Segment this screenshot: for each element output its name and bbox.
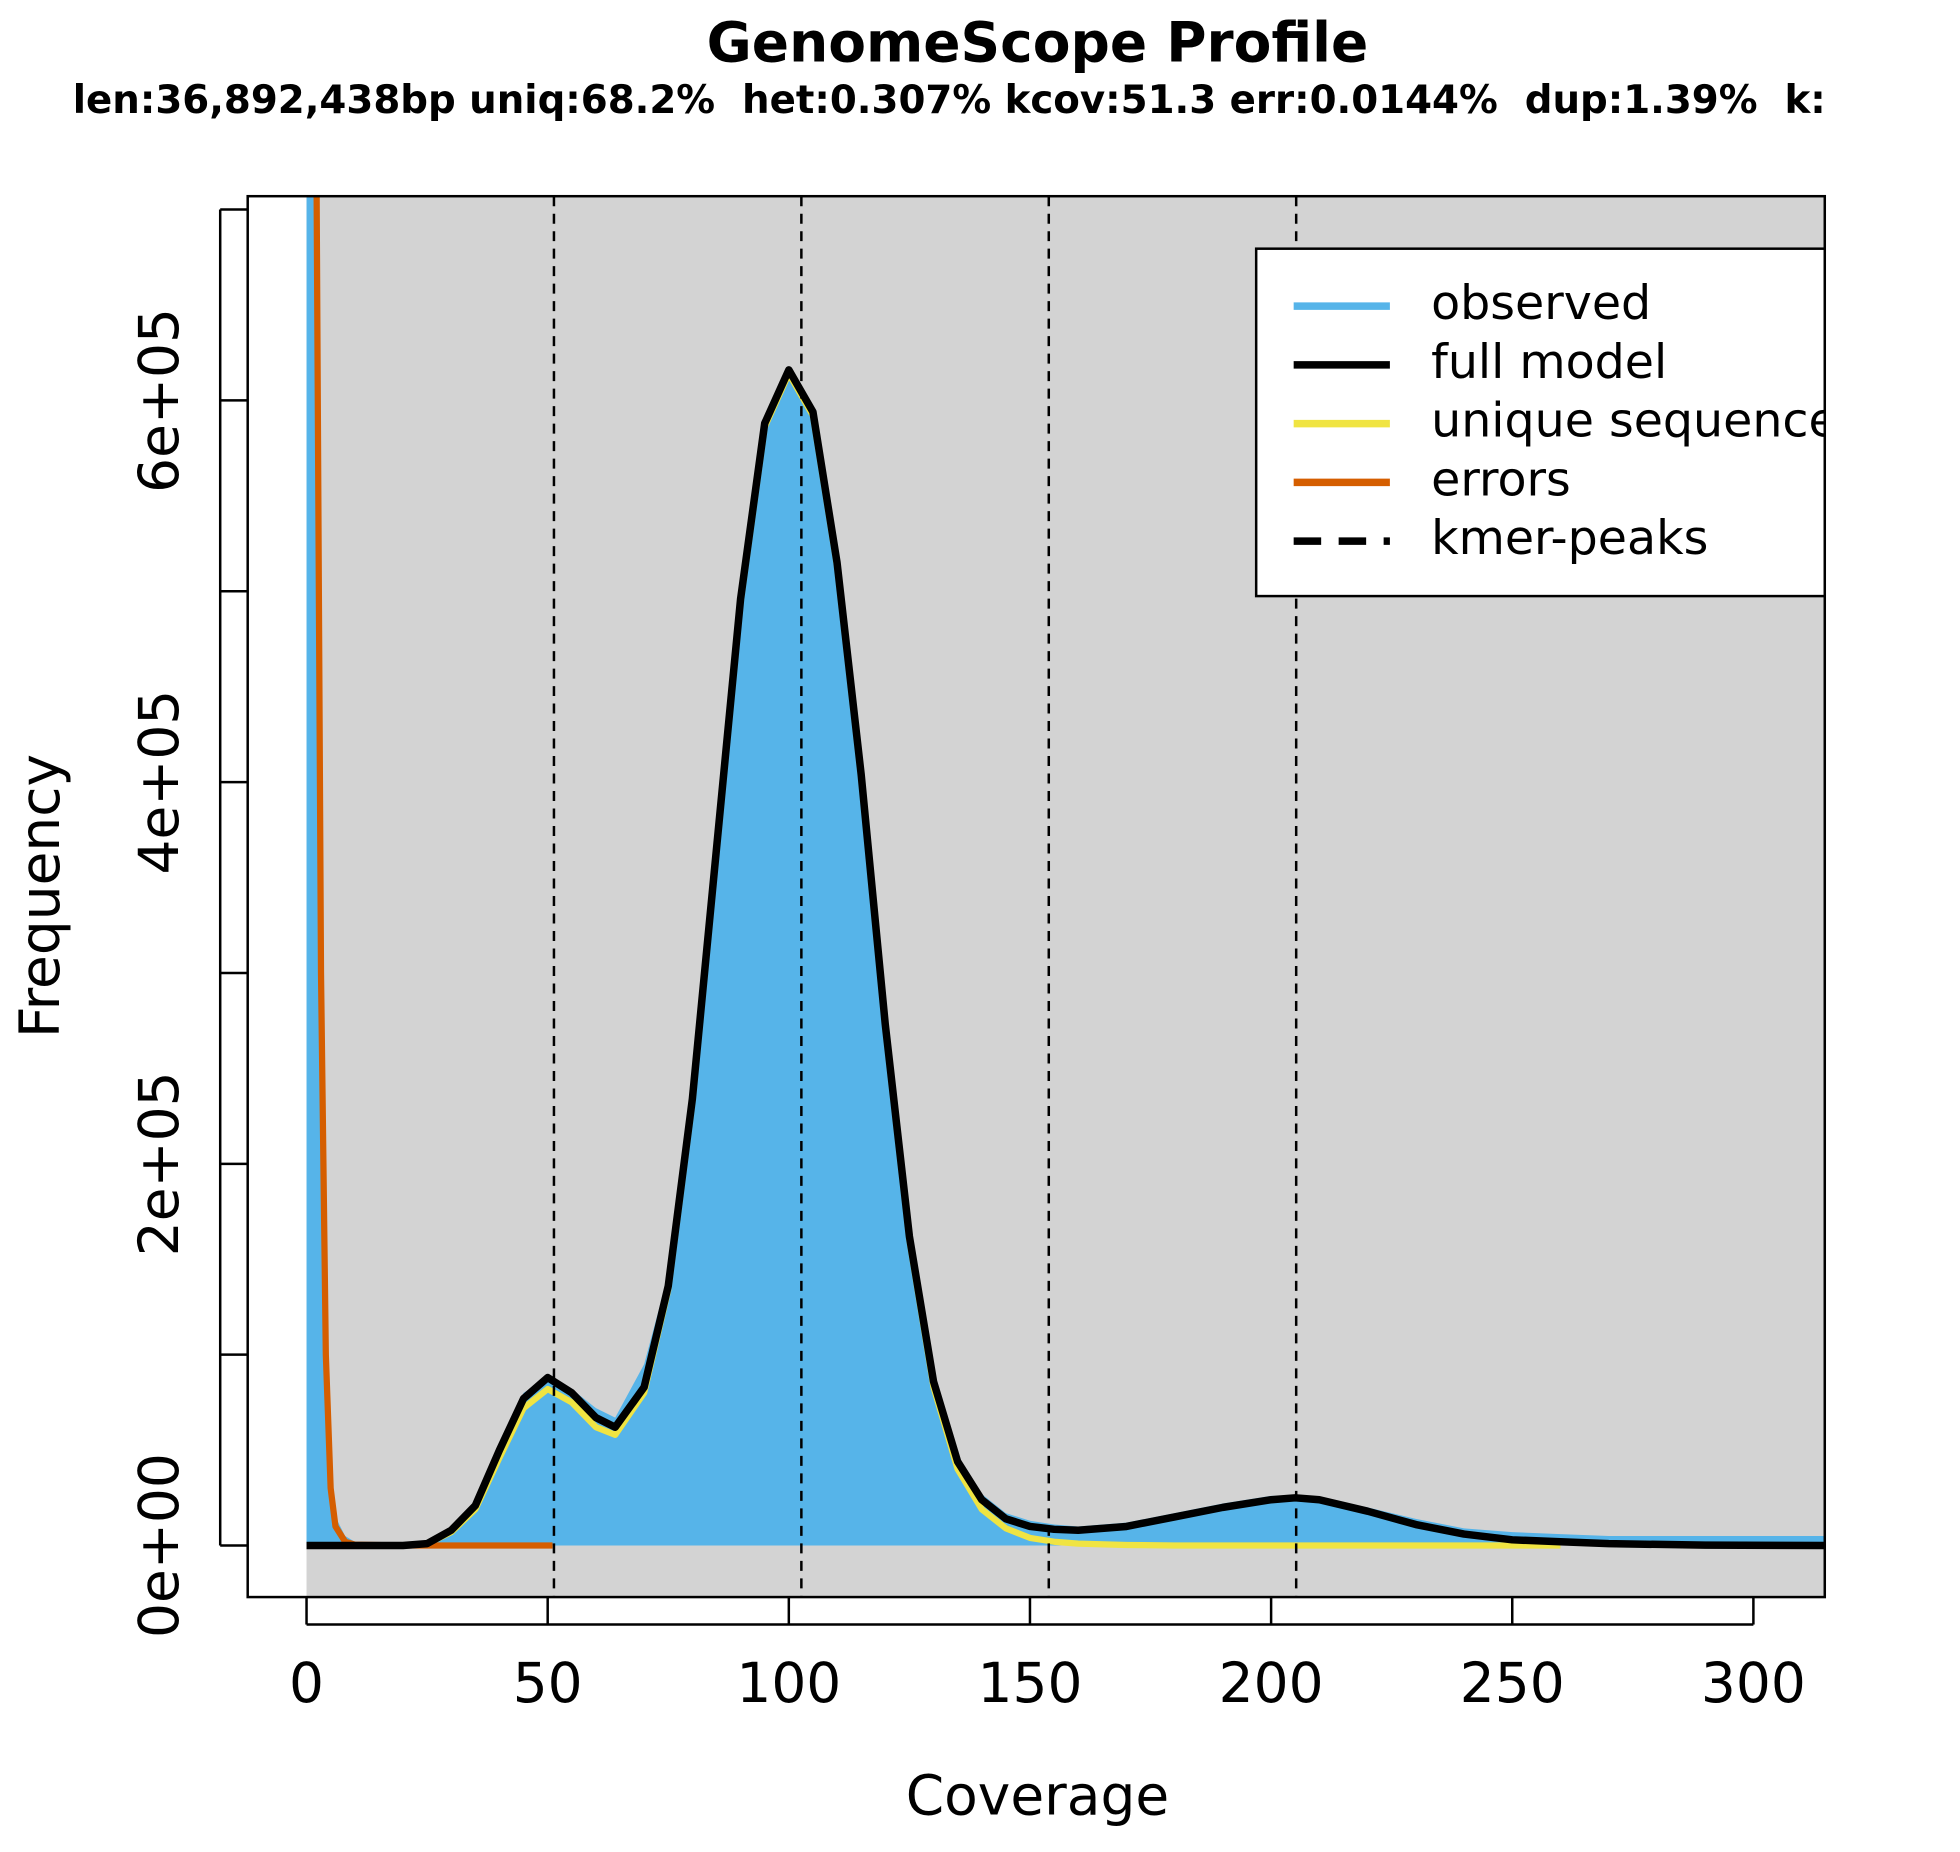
legend-label: observed xyxy=(1431,276,1651,331)
x-tick-label: 250 xyxy=(1460,1651,1565,1715)
x-tick-label: 150 xyxy=(978,1651,1083,1715)
x-tick-label: 0 xyxy=(289,1651,324,1715)
x-axis-label: Coverage xyxy=(906,1764,1169,1828)
legend-label: unique sequence xyxy=(1431,394,1838,449)
y-tick-label: 2e+05 xyxy=(127,1071,191,1256)
plot-border xyxy=(246,194,1827,1599)
chart-title: GenomeScope Profile xyxy=(707,10,1369,74)
legend-label: kmer-peaks xyxy=(1431,511,1708,566)
y-tick-label: 4e+05 xyxy=(127,690,191,875)
x-tick-label: 100 xyxy=(736,1651,841,1715)
y-tick-label: 0e+00 xyxy=(127,1453,191,1638)
legend-label: full model xyxy=(1431,335,1667,390)
model-line xyxy=(306,366,1825,1550)
x-tick-label: 200 xyxy=(1219,1651,1324,1715)
y-axis-label: Frequency xyxy=(8,754,72,1038)
axes: 0e+00 2e+05 4e+05 6e+05 0 50 100 150 200 250 300 xyxy=(127,208,1806,1715)
legend-label: errors xyxy=(1431,452,1571,507)
y-tick-label: 6e+05 xyxy=(127,308,191,493)
chart-subtitle: len:36,892,438bp uniq:68.2% het:0.307% k… xyxy=(73,78,1826,123)
x-tick-label: 300 xyxy=(1701,1651,1806,1715)
observed-area xyxy=(306,196,1825,1546)
x-tick-label: 50 xyxy=(513,1651,583,1715)
